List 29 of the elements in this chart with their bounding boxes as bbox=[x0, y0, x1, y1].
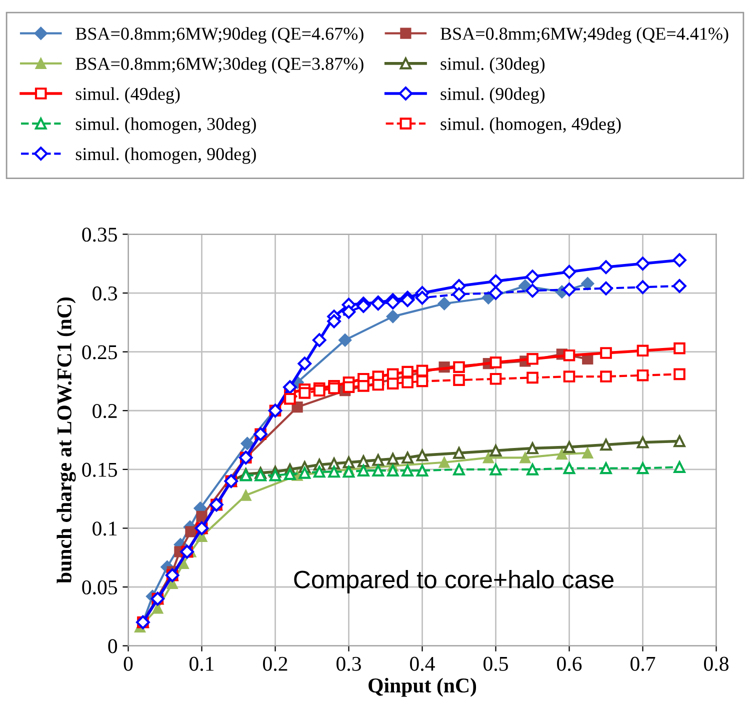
x-axis-title: Qinput (nC) bbox=[368, 678, 476, 697]
x-tick-label: 0.5 bbox=[484, 656, 508, 671]
legend-label: simul. (90deg) bbox=[440, 87, 545, 104]
legend-label: simul. (homogen, 90deg) bbox=[76, 147, 256, 164]
x-tick-label: 0.1 bbox=[190, 656, 214, 671]
x-tick-label: 0.2 bbox=[263, 656, 288, 671]
x-tick-label: 0.3 bbox=[336, 656, 361, 671]
legend-label: BSA=0.8mm;6MW;90deg (QE=4.67%) bbox=[76, 27, 364, 44]
legend-label: simul. (homogen, 30deg) bbox=[76, 117, 256, 134]
x-tick-label: 0 bbox=[124, 656, 133, 671]
y-tick-label: 0.1 bbox=[92, 522, 117, 536]
legend-label: simul. (49deg) bbox=[76, 87, 180, 104]
y-tick-label: 0 bbox=[108, 639, 118, 654]
x-tick-label: 0.8 bbox=[704, 656, 728, 671]
y-axis-title: bunch charge at LOW.FC1 (nC) bbox=[56, 297, 76, 584]
y-tick-label: 0.25 bbox=[82, 345, 118, 360]
legend-label: BSA=0.8mm;6MW;49deg (QE=4.41%) bbox=[440, 27, 728, 44]
y-tick-label: 0.35 bbox=[82, 228, 118, 242]
annotation: Compared to core+halo case bbox=[294, 570, 614, 594]
legend-label: BSA=0.8mm;6MW;30deg (QE=3.87%) bbox=[76, 57, 364, 74]
y-tick-label: 0.15 bbox=[82, 462, 118, 477]
y-tick-label: 0.2 bbox=[92, 404, 117, 418]
x-tick-label: 0.7 bbox=[630, 656, 656, 671]
x-tick-label: 0.4 bbox=[410, 656, 435, 671]
legend-label: simul. (30deg) bbox=[440, 57, 545, 74]
legend-label: simul. (homogen, 49deg) bbox=[440, 117, 621, 134]
y-tick-label: 0.05 bbox=[82, 580, 118, 595]
y-tick-label: 0.3 bbox=[92, 286, 118, 301]
x-tick-label: 0.6 bbox=[557, 656, 582, 671]
